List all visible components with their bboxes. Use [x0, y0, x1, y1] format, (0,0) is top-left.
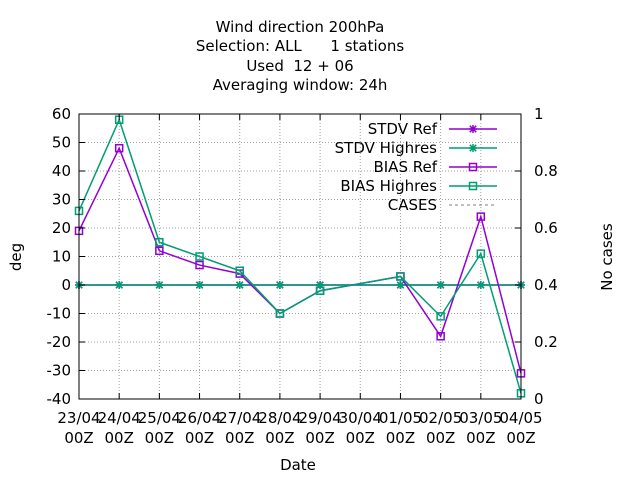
legend-marker — [468, 162, 478, 172]
y-tick-label: 60 — [52, 105, 71, 123]
data-point — [115, 281, 124, 289]
data-point — [476, 212, 486, 221]
data-point — [436, 312, 445, 321]
legend-entry: BIAS Ref — [373, 158, 497, 176]
series-line — [78, 117, 522, 394]
data-point — [315, 286, 325, 295]
x-tick-label-time: 00Z — [185, 429, 214, 447]
x-tick-label-time: 00Z — [104, 429, 133, 447]
title-line-3: Used 12 + 06 — [246, 57, 353, 75]
legend-entry: STDV Ref — [368, 120, 497, 138]
data-point — [476, 249, 486, 258]
x-tick-label-date: 28/04 — [258, 409, 301, 427]
x-tick-label-date: 23/04 — [57, 409, 100, 427]
y-tick-label: -10 — [47, 305, 72, 323]
legend-entry: BIAS Highres — [340, 177, 497, 195]
legend-entry: CASES — [388, 196, 497, 214]
data-point — [436, 281, 445, 289]
y-tick-label: 50 — [52, 134, 71, 152]
legend-marker — [468, 181, 478, 191]
data-point — [235, 266, 244, 275]
legend-entry: STDV Highres — [335, 139, 497, 157]
data-point — [476, 281, 485, 289]
data-point — [396, 272, 405, 281]
title-line-4: Averaging window: 24h — [213, 76, 388, 94]
y2-tick-label: 0 — [534, 390, 544, 408]
legend-marker — [469, 125, 477, 133]
x-tick-label-date: 01/05 — [379, 409, 422, 427]
data-point — [155, 281, 164, 289]
x-tick-label-date: 02/05 — [419, 409, 462, 427]
data-point — [195, 252, 204, 261]
data-point — [396, 281, 405, 289]
x-tick-label-time: 00Z — [346, 429, 375, 447]
x-tick-label-time: 00Z — [64, 429, 93, 447]
legend-label: BIAS Ref — [373, 158, 437, 176]
title-line-2: Selection: ALL 1 stations — [196, 37, 404, 55]
chart-title: Wind direction 200hPa Selection: ALL 1 s… — [196, 18, 404, 94]
x-tick-label-time: 00Z — [305, 429, 334, 447]
y-tick-label: 30 — [52, 191, 71, 209]
x-tick-label-time: 00Z — [225, 429, 254, 447]
series-3 — [74, 115, 526, 398]
x-tick-label-date: 29/04 — [298, 409, 341, 427]
legend-label: STDV Highres — [335, 139, 438, 157]
y-tick-label: 10 — [52, 248, 71, 266]
x-tick-label-time: 00Z — [426, 429, 455, 447]
data-point — [436, 332, 445, 341]
x-tick-label-time: 00Z — [466, 429, 495, 447]
y-tick-label: 0 — [61, 276, 71, 294]
y2-tick-label: 0.6 — [534, 219, 558, 237]
x-tick-label-date: 24/04 — [98, 409, 141, 427]
y-tick-label: -30 — [47, 362, 72, 380]
data-point — [235, 281, 244, 289]
data-point — [316, 281, 325, 289]
x-tick-label-date: 27/04 — [218, 409, 261, 427]
x-axis-label: Date — [280, 456, 316, 474]
series-line — [78, 146, 522, 374]
x-tick-label-date: 26/04 — [178, 409, 221, 427]
x-tick-label-time: 00Z — [386, 429, 415, 447]
data-point — [155, 246, 164, 256]
y-tick-label: -40 — [47, 390, 72, 408]
x-tick-label-time: 00Z — [265, 429, 294, 447]
grid — [79, 114, 521, 399]
y2-tick-label: 0.8 — [534, 162, 558, 180]
x-tick-label-time: 00Z — [145, 429, 174, 447]
y-tick-label: -20 — [47, 333, 72, 351]
legend-label: STDV Ref — [368, 120, 438, 138]
series-layer — [74, 115, 526, 398]
title-line-1: Wind direction 200hPa — [216, 18, 385, 36]
series-1 — [75, 281, 525, 289]
data-point — [195, 281, 204, 289]
data-point — [114, 143, 124, 153]
y-tick-label: 20 — [52, 219, 71, 237]
axes: -40 -30 -20 -10 0 10 20 30 40 50 60 0 0.2 0.4 0.6 0.8 1 2… — [47, 105, 558, 447]
x-tick-label-date: 25/04 — [138, 409, 181, 427]
x-tick-label-date: 03/05 — [459, 409, 502, 427]
legend-label: BIAS Highres — [340, 177, 437, 195]
y-tick-label: 40 — [52, 162, 71, 180]
x-tick-label-time: 00Z — [506, 429, 535, 447]
y-axis-label: deg — [7, 243, 25, 271]
data-point — [155, 238, 164, 247]
legend-marker — [469, 144, 477, 152]
data-point — [195, 260, 204, 270]
data-point — [275, 281, 284, 289]
x-tick-label-date: 04/05 — [499, 409, 542, 427]
legend-label: CASES — [388, 196, 437, 214]
y2-tick-label: 0.4 — [534, 276, 558, 294]
y2-tick-label: 1 — [534, 105, 544, 123]
y2-axis-label: No cases — [598, 223, 616, 291]
y2-tick-label: 0.2 — [534, 333, 558, 351]
data-point — [275, 309, 285, 318]
x-tick-label-date: 30/04 — [339, 409, 382, 427]
